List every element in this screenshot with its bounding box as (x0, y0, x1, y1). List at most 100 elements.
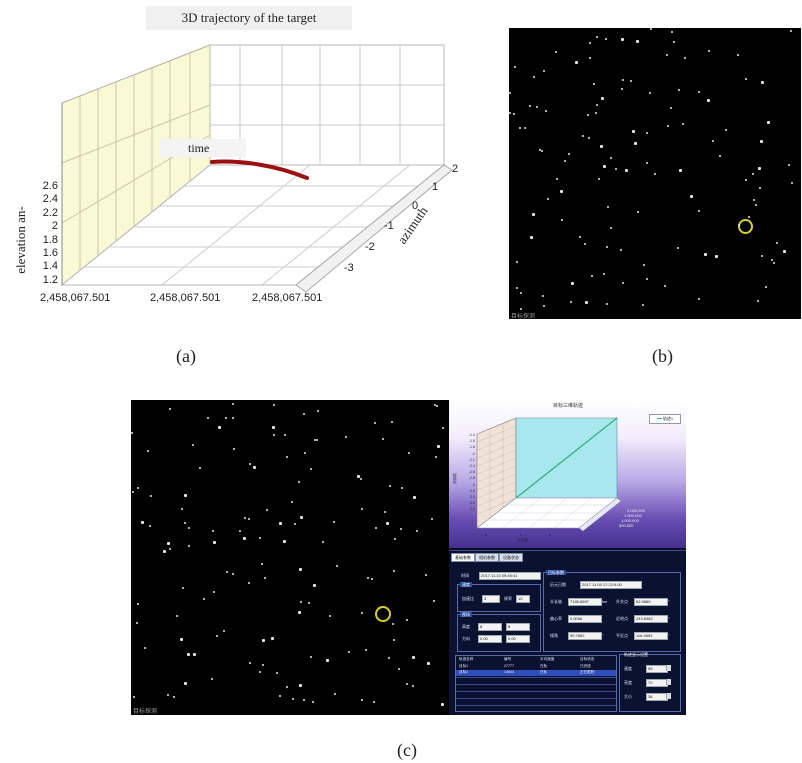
star (519, 127, 521, 129)
column-header: 平均速度 (540, 657, 555, 661)
star (620, 249, 622, 251)
legend-label: 轨迹1 (662, 416, 674, 421)
star (704, 253, 707, 256)
star (226, 571, 228, 573)
table-header: 轨迹名称 编号 平均速度 目标状态 (456, 657, 616, 663)
z-tick: 2.6 (42, 180, 58, 192)
accel-field[interactable]: 3 (482, 595, 500, 603)
star (788, 164, 790, 166)
field-value[interactable]: 7195.6597 (568, 598, 602, 606)
star (579, 236, 581, 238)
star (300, 601, 302, 603)
star (539, 149, 541, 151)
star (132, 491, 134, 493)
star (317, 410, 319, 412)
table-cell: 27777 (504, 664, 514, 668)
star (389, 485, 391, 487)
tab-camera-params[interactable]: 相机参数 (475, 553, 499, 562)
direction-label: 方向 (462, 636, 470, 641)
direction-field-2[interactable]: 0.00 (506, 635, 530, 643)
star (752, 173, 754, 175)
field-value[interactable]: 243.6082 (634, 615, 668, 623)
star (292, 698, 294, 700)
star (516, 287, 518, 289)
field-value[interactable]: 0.0006 (568, 615, 602, 623)
table-cell: 已完成 (580, 664, 591, 668)
setting-value[interactable]: 38 (646, 693, 668, 701)
caption-b: (b) (652, 346, 673, 366)
star (654, 173, 656, 175)
star (622, 79, 624, 81)
star (568, 153, 570, 155)
star (545, 110, 547, 112)
star (192, 444, 194, 446)
group-title: 速度 (460, 582, 472, 587)
star (375, 527, 377, 529)
star (646, 162, 648, 164)
spinner-arrows-icon[interactable] (666, 665, 671, 671)
star (212, 530, 214, 532)
star (600, 145, 603, 148)
orbit-params-group: 目标参数 历元日期 2017.11.09 17:22:9.00 半长轴 7195… (543, 570, 681, 652)
star (708, 50, 710, 52)
spinner-arrows-icon[interactable] (666, 679, 671, 685)
z-tick-list: -1.4 -1.6 -1.8 -2 -2.2 -2.4 -2.6 -2.8 -3… (459, 432, 475, 513)
star (530, 236, 533, 239)
star (564, 160, 566, 162)
spinner-arrows-icon[interactable] (666, 693, 671, 699)
table-row[interactable]: 目标1 27777 在轨 已完成 (456, 664, 616, 670)
height-field[interactable]: 8 (478, 623, 502, 631)
field-value[interactable]: 99.7862 (568, 632, 602, 640)
height-label: 高度 (462, 624, 470, 629)
time-field[interactable]: 2017.11.10 09:45:41 (479, 572, 541, 580)
star (603, 165, 606, 168)
star (279, 695, 281, 697)
setting-label: 速度 (624, 666, 632, 671)
star (348, 651, 350, 653)
star (264, 577, 266, 579)
table-row-selected[interactable]: 目标2 14644 在轨 正在跟踪 (456, 670, 616, 676)
star (391, 421, 393, 423)
setting-value[interactable]: 55 (646, 665, 668, 673)
tab-device-status[interactable]: 设备状态 (499, 553, 523, 562)
setting-label: 亮度 (624, 680, 632, 685)
star (649, 92, 651, 94)
star (243, 537, 246, 540)
star (312, 701, 314, 703)
field-unit: ° (668, 599, 670, 604)
direction-field[interactable]: 0.00 (478, 635, 502, 643)
star (776, 242, 778, 244)
star (188, 545, 190, 547)
field-value[interactable]: 116.4593 (634, 632, 668, 640)
star (737, 54, 739, 56)
table-cell: 正在跟踪 (580, 670, 595, 674)
star (271, 637, 274, 640)
star (169, 548, 171, 550)
star (584, 243, 586, 245)
setting-value[interactable]: 70 (646, 679, 668, 687)
z-tick-list: 2.6 2.4 2.2 2 1.8 1.6 1.4 1.2 (36, 180, 58, 287)
tab-basic-params[interactable]: 基础参数 (451, 553, 475, 562)
star (137, 487, 139, 489)
star (646, 278, 648, 280)
star (211, 678, 213, 680)
z-tick: -1.8 (468, 445, 475, 450)
fps-field[interactable]: 10 (516, 595, 530, 603)
display-settings-group: 轨迹显示设置 速度 55 亮度 70 大小 38 (619, 652, 681, 712)
group-title: 目标参数 (546, 570, 566, 575)
legend-swatch (656, 418, 662, 420)
time-tick: 2,458,067.501 (252, 292, 323, 304)
z-tick: -2.4 (468, 464, 475, 469)
star (650, 28, 652, 30)
field-value[interactable]: 62.9680 (634, 598, 668, 606)
star (643, 264, 645, 266)
star (636, 40, 639, 43)
height-field-2[interactable]: 8 (506, 623, 530, 631)
epoch-field[interactable]: 2017.11.09 17:22:9.00 (580, 581, 642, 589)
star (427, 662, 430, 665)
star (336, 565, 338, 567)
star (610, 157, 612, 159)
table-cell: 在轨 (540, 664, 548, 668)
star (141, 521, 144, 524)
field-label: 半长轴 (550, 599, 562, 604)
